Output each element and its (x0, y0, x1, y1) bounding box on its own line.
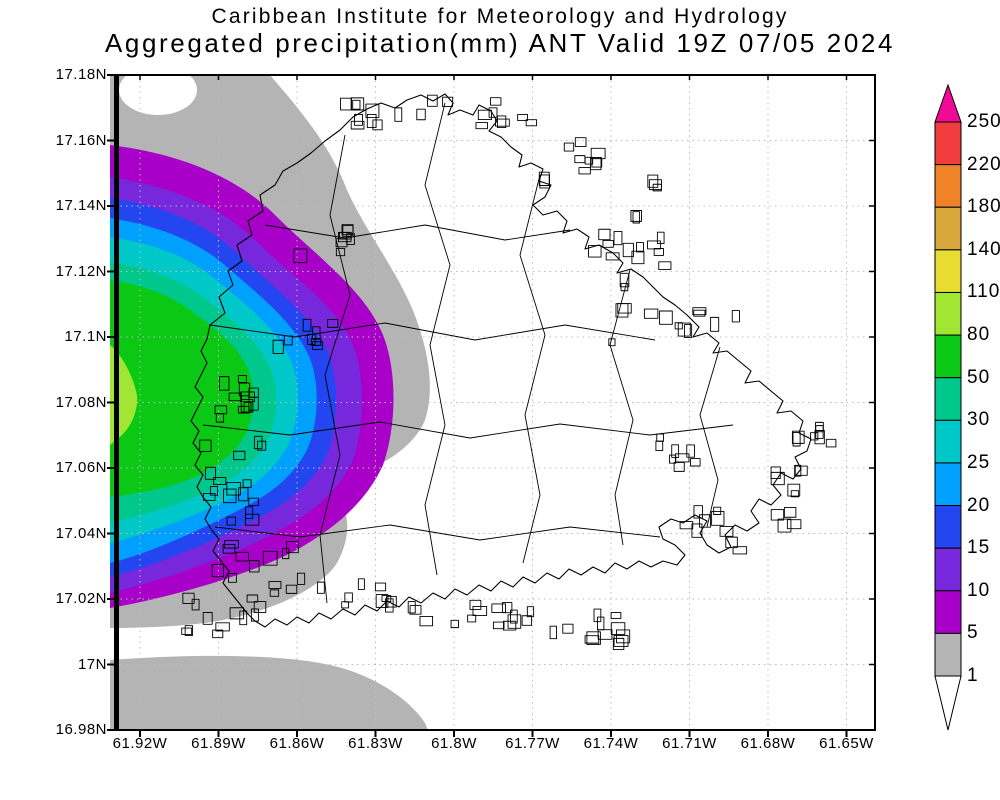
colorbar-level-label: 50 (967, 366, 991, 388)
y-tick-label: 17.06N (55, 459, 107, 476)
precip-contour-fills (110, 65, 430, 730)
colorbar-level-label: 110 (967, 281, 1000, 303)
map-plot-area (107, 65, 876, 737)
x-tick-label: 61.77W (505, 735, 560, 752)
y-tick-label: 17.12N (55, 262, 107, 280)
y-tick-label: 17.18N (55, 66, 107, 83)
gray-fringe-south-band (110, 655, 428, 730)
precipitation-colorbar (934, 83, 962, 731)
island-outline (190, 93, 812, 628)
y-tick-label: 17.08N (55, 393, 107, 411)
y-tick-label: 17.1N (64, 328, 107, 345)
colorbar-level-label: 80 (967, 324, 991, 346)
x-tick-label: 61.83W (348, 735, 403, 752)
colorbar-level-label: 250 (967, 111, 1000, 132)
x-tick-label: 61.68W (740, 735, 796, 752)
colorbar-level-label: 10 (967, 579, 991, 601)
y-tick-label: 17N (77, 655, 107, 673)
district-boundaries (202, 102, 734, 604)
colorbar-level-label: 220 (967, 153, 1000, 175)
colorbar-level-label: 180 (967, 196, 1000, 218)
y-tick-label: 17.02N (55, 590, 107, 607)
colorbar-level-label: 5 (967, 622, 979, 644)
colorbar-level-label: 15 (967, 537, 991, 559)
colorbar-level-label: 140 (967, 238, 1000, 260)
antigua-coastline (181, 93, 837, 651)
gray-fringe-white-notch (119, 65, 197, 115)
x-tick-label: 61.86W (269, 735, 325, 752)
x-tick-label: 61.74W (583, 735, 639, 752)
x-tick-label: 61.8W (431, 735, 477, 752)
y-tick-label: 17.04N (55, 524, 107, 542)
x-tick-label: 61.71W (662, 735, 717, 752)
figure-title: Caribbean Institute for Meteorology and … (211, 5, 789, 28)
axis-tick-marks (107, 74, 875, 737)
y-tick-label: 17.16N (55, 131, 107, 149)
figure-subtitle: Aggregated precipitation(mm) ANT Valid 1… (104, 28, 896, 58)
x-tick-label: 61.89W (191, 735, 246, 752)
colorbar-level-label: 30 (967, 409, 991, 431)
colorbar-level-label: 20 (967, 494, 991, 516)
colorbar-level-label: 25 (967, 451, 991, 473)
y-tick-label: 17.14N (55, 197, 107, 214)
colorbar-level-label: 1 (967, 665, 979, 686)
x-tick-label: 61.92W (112, 735, 168, 752)
settlement-blocks (181, 94, 837, 651)
x-tick-label: 61.65W (819, 735, 874, 752)
y-tick-label: 16.98N (55, 721, 107, 738)
gridlines (115, 75, 875, 730)
